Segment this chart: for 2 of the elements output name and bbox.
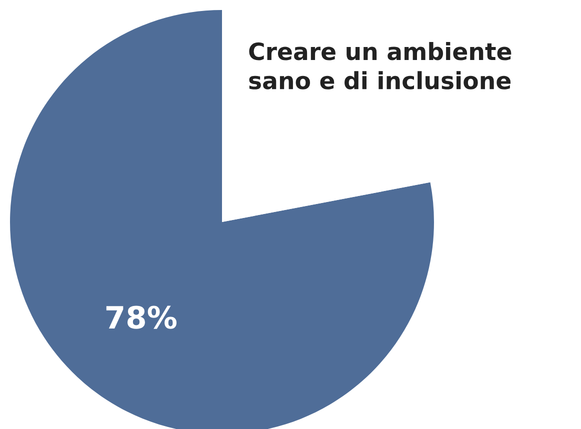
- text: Creare un ambiente sano e di inclusione: [249, 42, 512, 90]
- data-label: 78%: [106, 306, 177, 329]
